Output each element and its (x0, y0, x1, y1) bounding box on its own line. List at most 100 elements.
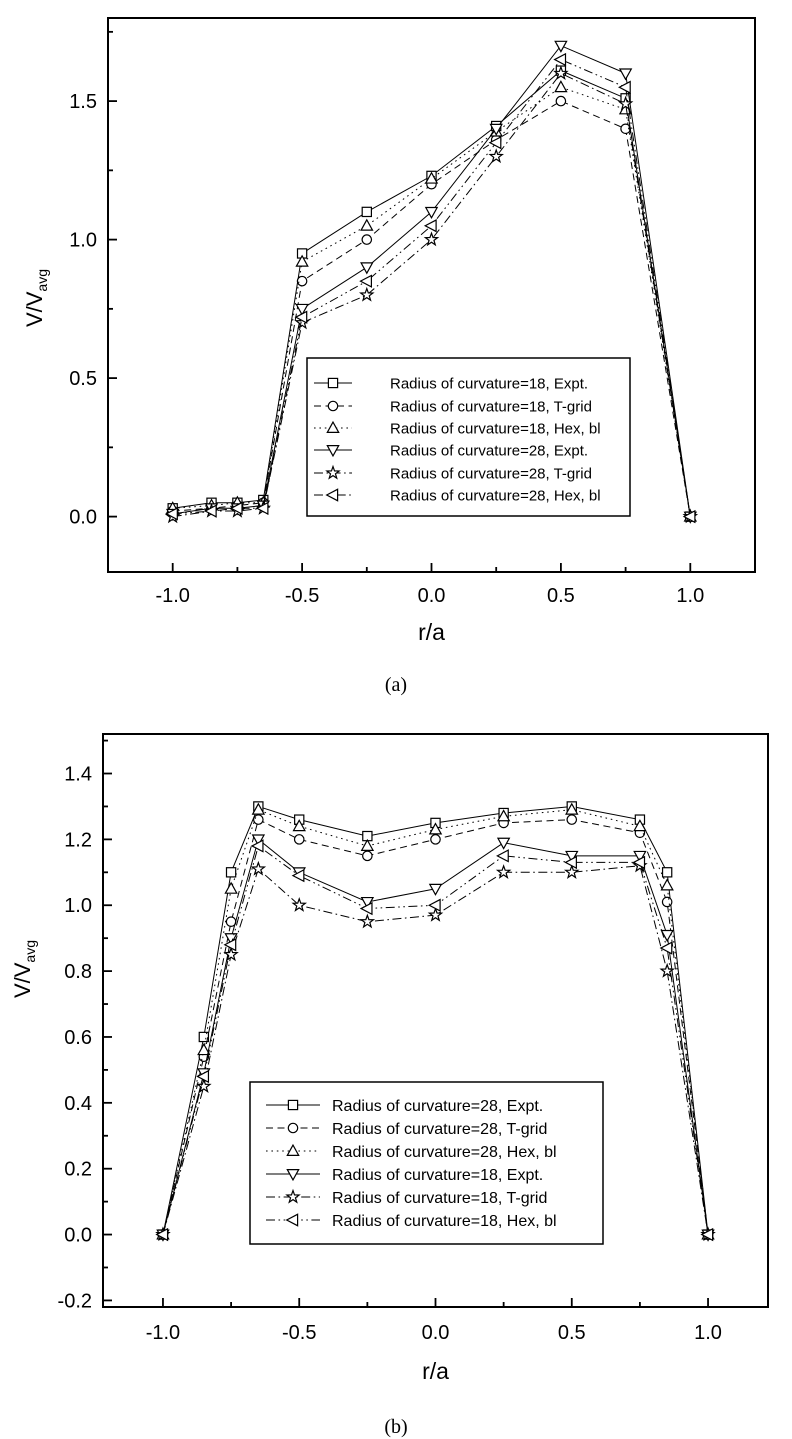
triangle-left-marker (423, 219, 437, 233)
series-line (162, 845, 709, 1235)
star-marker (659, 962, 675, 978)
triangle-down-marker (360, 896, 375, 910)
legend-label: Radius of curvature=28, Expt. (332, 1098, 543, 1115)
triangle-down-marker (660, 929, 674, 943)
y-tick-label: 0.0 (64, 1225, 92, 1247)
y-tick-label: 0.0 (69, 507, 97, 529)
star-marker (488, 148, 504, 164)
legend: Radius of curvature=28, Expt. Radius of c… (249, 1081, 604, 1245)
y-tick-label: 0.5 (69, 368, 97, 390)
series-line (162, 818, 709, 1235)
star-marker (223, 946, 239, 962)
triangle-up-marker (496, 809, 511, 822)
triangle-down-marker (251, 834, 266, 847)
triangle-left-marker (196, 1069, 210, 1084)
legend-label: Radius of curvature=18, T-grid (390, 398, 592, 415)
triangle-down-marker (554, 40, 568, 53)
triangle-left-marker (203, 504, 217, 518)
circle-marker (555, 95, 567, 107)
x-tick-label: 0.0 (418, 585, 446, 607)
series-triangle-left (165, 52, 696, 524)
triangle-up-marker (360, 218, 374, 231)
star-marker (196, 1078, 212, 1093)
triangle-left-marker (285, 1213, 299, 1227)
triangle-down-marker (565, 850, 579, 863)
y-tick-label: 1.0 (64, 895, 92, 917)
series-line (172, 86, 691, 517)
star-marker (495, 864, 512, 879)
circle-marker (296, 275, 308, 287)
triangle-down-marker (618, 68, 633, 81)
triangle-up-marker (660, 878, 674, 891)
triangle-down-marker (424, 206, 439, 220)
star-marker (553, 65, 569, 81)
triangle-up-marker (224, 881, 238, 894)
square-marker (327, 377, 339, 389)
triangle-down-marker (496, 837, 511, 850)
series-line (162, 809, 709, 1235)
series-triangle-left (155, 839, 714, 1242)
square-marker (361, 206, 373, 218)
triangle-left-marker (359, 901, 373, 916)
triangle-down-marker (295, 303, 309, 316)
square-marker (198, 1031, 210, 1043)
x-tick-label: -0.5 (282, 1322, 316, 1344)
star-marker (427, 906, 444, 922)
x-axis-label: r/a (422, 1358, 449, 1384)
circle-marker (661, 896, 673, 908)
y-tick-label: 0.6 (64, 1027, 92, 1049)
triangle-down-marker (224, 933, 238, 946)
legend-label: Radius of curvature=28, Hex, bl (332, 1144, 557, 1161)
legend-box (249, 1081, 604, 1245)
y-tick-label: 1.0 (69, 230, 97, 252)
triangle-down-marker (428, 883, 443, 896)
legend: Radius of curvature=18, Expt. Radius of c… (306, 357, 631, 517)
triangle-left-marker (359, 274, 372, 288)
star-marker (250, 860, 267, 876)
star-marker (563, 864, 580, 879)
figure-b: -1.0 -0.5 0.0 0.5 1.0 -0.2 0.0 0.2 0.4 0.6 0.8 1.0 1… (0, 707, 792, 1439)
triangle-left-marker (564, 855, 577, 870)
legend-label: Radius of curvature=18, T-grid (332, 1190, 547, 1207)
triangle-left-marker (427, 898, 441, 912)
legend-box (306, 357, 631, 517)
star-marker (291, 897, 308, 912)
circle-marker (327, 400, 339, 412)
triangle-left-marker (165, 507, 178, 521)
triangle-up-marker (360, 838, 375, 851)
y-tick-label: 0.8 (64, 961, 92, 983)
x-tick-label: 1.0 (676, 585, 704, 607)
triangle-up-marker (251, 802, 266, 815)
triangle-left-marker (291, 868, 305, 883)
y-tick-label: 1.5 (69, 91, 97, 113)
caption-b: (b) (384, 1416, 408, 1438)
legend-label: Radius of curvature=28, T-grid (390, 465, 592, 482)
chart-a-plot: -1.0 -0.5 0.0 0.5 1.0 0.0 0.5 1.0 1.5 r/a V/Vavg Ra… (22, 17, 756, 645)
circle-marker (361, 234, 373, 245)
star-marker (325, 464, 341, 480)
y-tick-label: 1.4 (64, 764, 92, 786)
triangle-left-marker (496, 849, 509, 863)
circle-marker (287, 1122, 299, 1134)
y-tick-label: 1.2 (64, 829, 92, 851)
legend-label: Radius of curvature=18, Expt. (332, 1167, 543, 1184)
y-tick-label: 0.2 (64, 1159, 92, 1181)
series-line (172, 72, 691, 518)
y-tick-label: 0.4 (64, 1093, 92, 1115)
circle-marker (253, 814, 264, 825)
legend-label: Radius of curvature=18, Expt. (390, 375, 588, 392)
legend-label: Radius of curvature=28, Expt. (390, 442, 588, 459)
triangle-down-marker (360, 262, 374, 275)
x-tick-label: 0.5 (547, 585, 575, 607)
legend-label: Radius of curvature=18, Hex, bl (390, 420, 601, 437)
star-marker (359, 286, 375, 302)
triangle-left-marker (488, 135, 502, 150)
x-tick-label: 1.0 (694, 1322, 722, 1344)
triangle-up-marker (292, 819, 306, 832)
x-axis-label: r/a (418, 619, 445, 645)
triangle-down-marker (326, 445, 340, 458)
triangle-left-marker (229, 501, 243, 515)
triangle-left-marker (255, 501, 269, 515)
star-marker (285, 1188, 301, 1204)
